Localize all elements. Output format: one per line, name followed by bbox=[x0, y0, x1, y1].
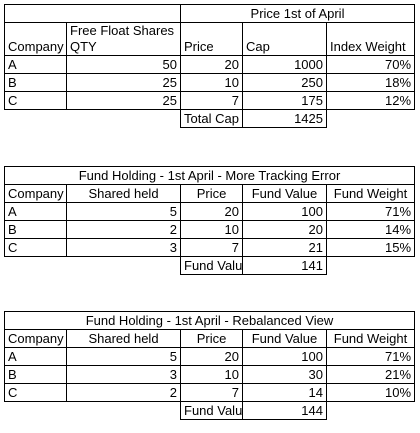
fund-value-cell: 100 bbox=[242, 347, 327, 366]
price-cell: 10 bbox=[180, 365, 243, 384]
table-row: A 5 20 100 71% bbox=[4, 202, 416, 221]
shares-cell: 25 bbox=[66, 73, 181, 92]
company-cell: A bbox=[4, 202, 67, 221]
shares-cell: 2 bbox=[66, 383, 181, 402]
company-cell: B bbox=[4, 220, 67, 239]
index-price-table: Price 1st of April Company Free Float Sh… bbox=[4, 4, 416, 128]
table-row: A 50 20 1000 70% bbox=[4, 55, 416, 74]
table-row: C 3 7 21 15% bbox=[4, 238, 416, 257]
fund-value-cell: 30 bbox=[242, 365, 327, 384]
price-cell: 7 bbox=[180, 91, 243, 110]
fund-value-cell: 21 bbox=[242, 238, 327, 257]
header-fund-value: Fund Value bbox=[242, 329, 327, 348]
shares-cell: 50 bbox=[66, 55, 181, 74]
total-cap-value: 1425 bbox=[242, 109, 327, 128]
table-row: B 2 10 20 14% bbox=[4, 220, 416, 239]
company-cell: C bbox=[4, 91, 67, 110]
shares-cell: 5 bbox=[66, 347, 181, 366]
cap-cell: 250 bbox=[242, 73, 327, 92]
weight-cell: 18% bbox=[325, 73, 416, 92]
company-cell: A bbox=[4, 55, 67, 74]
price-cell: 20 bbox=[180, 202, 243, 221]
header-company: Company bbox=[4, 329, 67, 348]
weight-cell: 70% bbox=[325, 55, 416, 74]
shares-cell: 3 bbox=[66, 365, 181, 384]
header-fund-weight: Fund Weight bbox=[325, 184, 416, 203]
header-company: Company bbox=[4, 22, 67, 56]
cap-cell: 175 bbox=[242, 91, 327, 110]
shares-cell: 25 bbox=[66, 91, 181, 110]
fund-holding-tracking-error-table: Fund Holding - 1st April - More Tracking… bbox=[3, 166, 416, 275]
table-row: B 25 10 250 18% bbox=[4, 73, 416, 92]
fund-value-cell: 20 bbox=[242, 220, 327, 239]
header-free-float-shares: Free Float Shares QTY bbox=[66, 22, 181, 56]
header-company: Company bbox=[4, 184, 67, 203]
fund-value-cell: 14 bbox=[242, 383, 327, 402]
table-row: A 5 20 100 71% bbox=[4, 347, 416, 366]
fund-weight-cell: 14% bbox=[325, 220, 416, 239]
table2-title: Fund Holding - 1st April - More Tracking… bbox=[3, 166, 416, 185]
table-row: C 25 7 175 12% bbox=[4, 91, 416, 110]
company-cell: C bbox=[4, 383, 67, 402]
header-price: Price bbox=[180, 22, 243, 56]
weight-cell: 12% bbox=[325, 91, 416, 110]
header-cap: Cap bbox=[242, 22, 327, 56]
price-cell: 20 bbox=[180, 55, 243, 74]
shares-cell: 3 bbox=[66, 238, 181, 257]
price-cell: 20 bbox=[180, 347, 243, 366]
fund-value-total-label: Fund Valu bbox=[180, 256, 243, 275]
fund-weight-cell: 71% bbox=[325, 347, 416, 366]
table-row: C 2 7 14 10% bbox=[4, 383, 416, 402]
fund-weight-cell: 15% bbox=[325, 238, 416, 257]
cap-cell: 1000 bbox=[242, 55, 327, 74]
header-shares-held: Shared held bbox=[66, 329, 181, 348]
fund-value-total-label: Fund Valu bbox=[180, 401, 243, 420]
fund-value-total: 141 bbox=[242, 256, 327, 275]
table1-title: Price 1st of April bbox=[179, 4, 416, 23]
company-cell: A bbox=[4, 347, 67, 366]
header-shares-held: Shared held bbox=[66, 184, 181, 203]
fund-value-cell: 100 bbox=[242, 202, 327, 221]
header-price: Price bbox=[180, 329, 243, 348]
header-index-weight: Index Weight bbox=[325, 22, 416, 56]
shares-cell: 5 bbox=[66, 202, 181, 221]
fund-weight-cell: 71% bbox=[325, 202, 416, 221]
table3-title: Fund Holding - 1st April - Rebalanced Vi… bbox=[3, 311, 416, 330]
price-cell: 10 bbox=[180, 73, 243, 92]
company-cell: C bbox=[4, 238, 67, 257]
price-cell: 7 bbox=[180, 383, 243, 402]
header-fund-value: Fund Value bbox=[242, 184, 327, 203]
price-cell: 10 bbox=[180, 220, 243, 239]
header-price: Price bbox=[180, 184, 243, 203]
price-cell: 7 bbox=[180, 238, 243, 257]
fund-weight-cell: 10% bbox=[325, 383, 416, 402]
fund-holding-rebalanced-table: Fund Holding - 1st April - Rebalanced Vi… bbox=[3, 311, 416, 420]
total-cap-label: Total Cap bbox=[180, 109, 243, 128]
header-fund-weight: Fund Weight bbox=[325, 329, 416, 348]
shares-cell: 2 bbox=[66, 220, 181, 239]
table-row: B 3 10 30 21% bbox=[4, 365, 416, 384]
fund-value-total: 144 bbox=[242, 401, 327, 420]
fund-weight-cell: 21% bbox=[325, 365, 416, 384]
company-cell: B bbox=[4, 73, 67, 92]
company-cell: B bbox=[4, 365, 67, 384]
